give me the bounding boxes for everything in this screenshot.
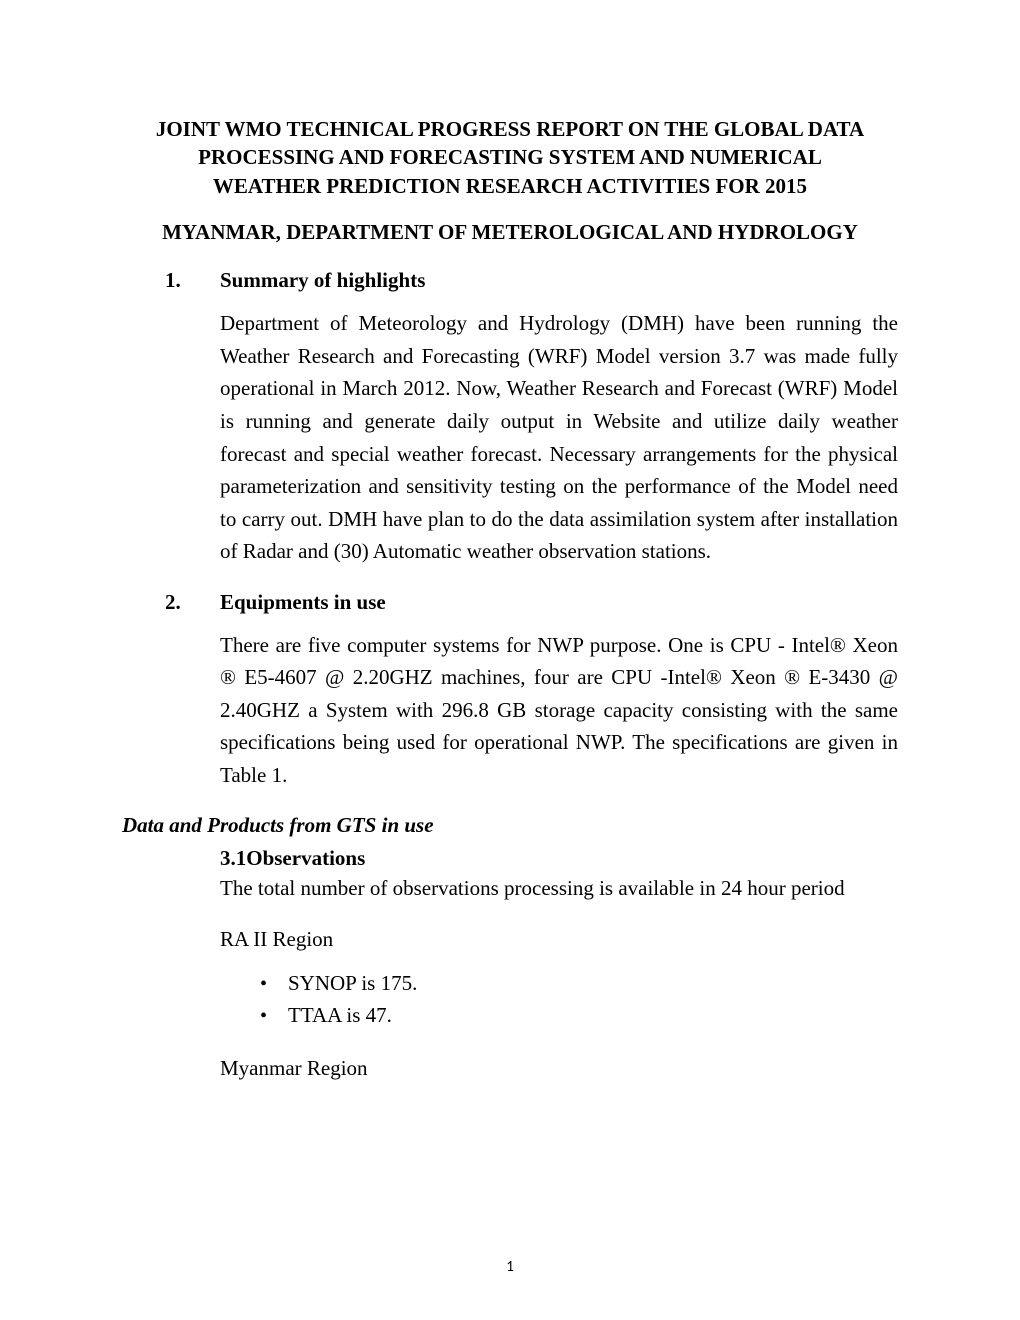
bullet-icon: • xyxy=(260,969,288,999)
report-title: JOINT WMO TECHNICAL PROGRESS REPORT ON T… xyxy=(120,115,900,200)
list-item: • SYNOP is 175. xyxy=(260,968,900,1000)
observations-heading: 3.1Observations xyxy=(120,846,900,871)
section-2-row: 2. Equipments in use xyxy=(120,590,900,615)
bullet-list: • SYNOP is 175. • TTAA is 47. xyxy=(120,968,900,1031)
title-line-2: WEATHER PREDICTION RESEARCH ACTIVITIES F… xyxy=(213,174,807,198)
section-2-heading: Equipments in use xyxy=(220,590,386,615)
report-subtitle: MYANMAR, DEPARTMENT OF METEROLOGICAL AND… xyxy=(120,218,900,246)
list-item: • TTAA is 47. xyxy=(260,1000,900,1032)
title-line-1: JOINT WMO TECHNICAL PROGRESS REPORT ON T… xyxy=(156,117,864,169)
page-number: 1 xyxy=(0,1258,1020,1276)
section-1-number: 1. xyxy=(165,268,220,293)
section-2-paragraph: There are five computer systems for NWP … xyxy=(120,629,900,792)
section-1-heading: Summary of highlights xyxy=(220,268,425,293)
bullet-icon: • xyxy=(260,1001,288,1031)
section-1-row: 1. Summary of highlights xyxy=(120,268,900,293)
bullet-text-2: TTAA is 47. xyxy=(288,1000,392,1032)
region-2-label: Myanmar Region xyxy=(120,1053,900,1083)
region-1-label: RA II Region xyxy=(120,924,900,954)
section-1-paragraph: Department of Meteorology and Hydrology … xyxy=(120,307,900,567)
gts-heading: Data and Products from GTS in use xyxy=(120,813,900,838)
section-2-number: 2. xyxy=(165,590,220,615)
observations-line: The total number of observations process… xyxy=(120,873,900,903)
bullet-text-1: SYNOP is 175. xyxy=(288,968,417,1000)
